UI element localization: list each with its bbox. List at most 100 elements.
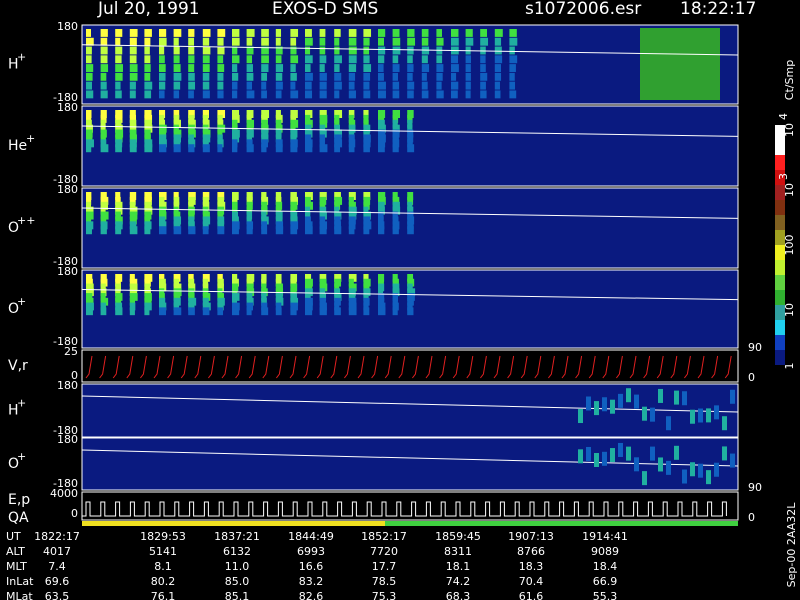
colorbar-cell [775, 305, 785, 320]
spectrum-cell [378, 274, 385, 282]
spectrum-cell [86, 293, 93, 301]
spectrum-cell [730, 389, 735, 404]
spectrum-cell [100, 226, 107, 235]
panel-bg [81, 491, 739, 521]
spectrum-cell [392, 216, 399, 225]
spectrum-cell [392, 206, 401, 215]
spectrum-cell [421, 81, 428, 90]
spectrum-cell [392, 55, 399, 64]
spectrum-cell [275, 278, 282, 287]
spectrum-cell [173, 119, 181, 128]
spectrum-cell [722, 446, 727, 461]
spectrum-cell [378, 46, 386, 55]
spectrum-cell [334, 274, 342, 282]
spectrum-cell [363, 129, 370, 138]
spectrum-cell [348, 29, 357, 37]
spectrum-cell [202, 206, 209, 215]
cell: 8766 [517, 545, 545, 558]
spectrum-cell [173, 55, 180, 64]
spectrum-cell [115, 288, 121, 297]
spectrum-cell [348, 274, 357, 282]
spectrum-cell [217, 221, 225, 230]
spectrum-cell [407, 293, 415, 301]
spectrum-cell [334, 90, 340, 99]
spectrum-cell [173, 129, 182, 138]
spectrum-cell [188, 139, 196, 148]
spectrum-cell [451, 29, 459, 37]
spectrum-cell [129, 274, 135, 282]
spectrum-cell [305, 206, 311, 215]
spectrum-cell [378, 283, 385, 292]
spectrum-cell [378, 134, 386, 143]
spectrum-cell [378, 129, 386, 138]
spectrum-cell [202, 139, 209, 148]
spectrum-cell [407, 81, 415, 90]
spectrum-cell [86, 124, 93, 133]
spectrum-cell [650, 446, 655, 461]
spectrum-cell [626, 446, 631, 461]
spectrum-cell [392, 29, 400, 37]
spectrum-cell [290, 64, 296, 73]
spectrum-cell [173, 124, 179, 133]
spectrum-cell [188, 29, 195, 37]
spectrum-cell [261, 192, 267, 200]
spectrum-cell [115, 134, 123, 143]
spectrum-cell [407, 211, 414, 220]
spectrum-cell [305, 134, 312, 143]
spectrum-cell [202, 283, 209, 292]
spectrum-cell [392, 110, 401, 118]
spectrum-cell [202, 110, 209, 118]
spectrum-cell [232, 90, 238, 99]
spectrum-cell [261, 196, 269, 205]
spectrum-cell [232, 274, 238, 282]
spectrum-cell [348, 283, 357, 292]
qa-yellow [82, 521, 385, 526]
cell: 78.5 [372, 575, 397, 588]
spectrum-cell [159, 307, 167, 316]
spectrum-cell [392, 72, 399, 81]
y-tick-label: -180 [53, 424, 78, 437]
spectrum-cell [334, 139, 343, 148]
spectrum-cell [334, 297, 341, 306]
cell: 85.0 [225, 575, 250, 588]
spectrum-cell [188, 283, 196, 292]
row-name: MLT [6, 560, 27, 573]
spectrum-cell [698, 463, 703, 478]
spectrum-cell [392, 226, 399, 235]
spectrum-cell [509, 37, 518, 46]
spectrum-cell [115, 144, 122, 153]
spectrum-cell [275, 307, 282, 316]
spectrum-cell [451, 81, 459, 90]
spectrum-cell [509, 90, 517, 99]
spectrum-cell [594, 401, 599, 416]
spectrum-cell [674, 390, 679, 405]
spectrum-cell [100, 278, 108, 287]
spectrum-cell [144, 55, 151, 64]
spectrum-cell [246, 114, 252, 123]
y-tick-label: 180 [57, 433, 78, 446]
cell: 61.6 [519, 590, 544, 600]
spectrum-cell [348, 288, 356, 297]
spectrum-cell [246, 278, 254, 287]
colorbar-label-exp: 3 [777, 173, 790, 180]
spectrum-cell [319, 293, 327, 301]
spectrum-cell [407, 206, 414, 215]
spectrum-cell [115, 201, 123, 210]
spectrum-cell [173, 192, 179, 200]
spectrum-cell [602, 397, 607, 412]
spectrum-cell [363, 211, 371, 220]
spectrum-cell [246, 192, 253, 200]
spectrum-cell [144, 293, 152, 301]
spectrum-cell [202, 81, 210, 90]
spectrum-cell [159, 302, 167, 311]
spectrum-cell [363, 192, 371, 200]
spectrum-cell [144, 37, 151, 46]
spectrum-cell [363, 134, 371, 143]
colorbar-cell [775, 185, 785, 200]
spectrum-cell [100, 221, 108, 230]
spectrum-cell [86, 64, 94, 73]
cell: 18.1 [446, 560, 471, 573]
spectrum-cell [363, 278, 371, 287]
spectrum-cell [86, 144, 92, 153]
spectrum-cell [144, 206, 153, 215]
